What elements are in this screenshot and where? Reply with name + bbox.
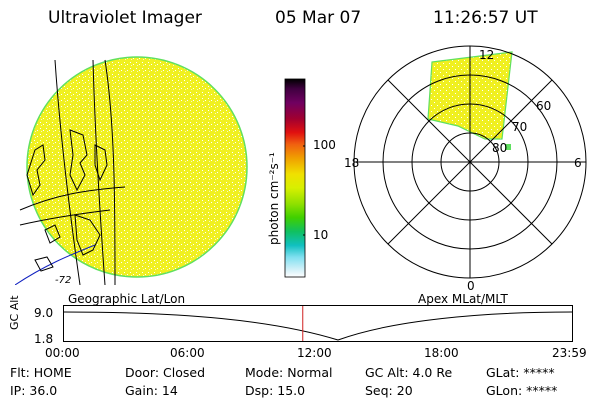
alt-xtick-2359: 23:59 <box>552 346 587 360</box>
alt-plot-ylabel: GC Alt <box>8 295 21 330</box>
colorbar <box>284 78 306 278</box>
mlt-label-6: 6 <box>574 156 582 170</box>
status-mode: Mode: Normal <box>245 365 333 380</box>
altitude-curve <box>63 311 573 341</box>
alt-xtick-0600: 06:00 <box>170 346 205 360</box>
colorbar-label: photon cm⁻²s⁻¹ <box>267 152 281 245</box>
date-label: 05 Mar 07 <box>275 8 362 28</box>
lat-label-60: 60 <box>536 99 551 113</box>
lat-label-80: 80 <box>492 141 507 155</box>
status-gc-alt: GC Alt: 4.0 Re <box>365 365 453 380</box>
geo-caption: Geographic Lat/Lon <box>68 292 186 306</box>
colorbar-tick-100: 100 <box>313 138 336 152</box>
colorbar-tick-10: 10 <box>313 228 329 242</box>
alt-xtick-0000: 00:00 <box>45 346 80 360</box>
geographic-image: -72 <box>15 56 248 285</box>
map-corner-label: -72 <box>55 275 71 285</box>
status-door: Door: Closed <box>125 365 206 380</box>
polar-caption: Apex MLat/MLT <box>418 292 508 306</box>
mlt-label-18: 18 <box>344 156 359 170</box>
status-flt: Flt: HOME <box>10 365 72 380</box>
alt-ytick-1.8: 1.8 <box>34 332 54 346</box>
lat-label-70: 70 <box>512 120 527 134</box>
status-dsp: Dsp: 15.0 <box>245 383 306 398</box>
status-gain: Gain: 14 <box>125 383 178 398</box>
altitude-plot <box>63 305 573 342</box>
alt-ytick-9: 9.0 <box>34 306 54 320</box>
mlt-label-0: 0 <box>467 279 475 292</box>
status-glon: GLon: ***** <box>486 383 558 398</box>
time-label: 11:26:57 UT <box>433 8 538 28</box>
earth-disk <box>26 56 248 278</box>
alt-xtick-1200: 12:00 <box>297 346 332 360</box>
status-seq: Seq: 20 <box>365 383 413 398</box>
polar-plot: 12 18 6 0 60 70 80 <box>344 45 587 292</box>
alt-xtick-1800: 18:00 <box>424 346 459 360</box>
status-glat: GLat: ***** <box>486 365 555 380</box>
app-title: Ultraviolet Imager <box>48 8 202 28</box>
status-ip: IP: 36.0 <box>10 383 58 398</box>
mlt-label-12: 12 <box>479 48 494 62</box>
